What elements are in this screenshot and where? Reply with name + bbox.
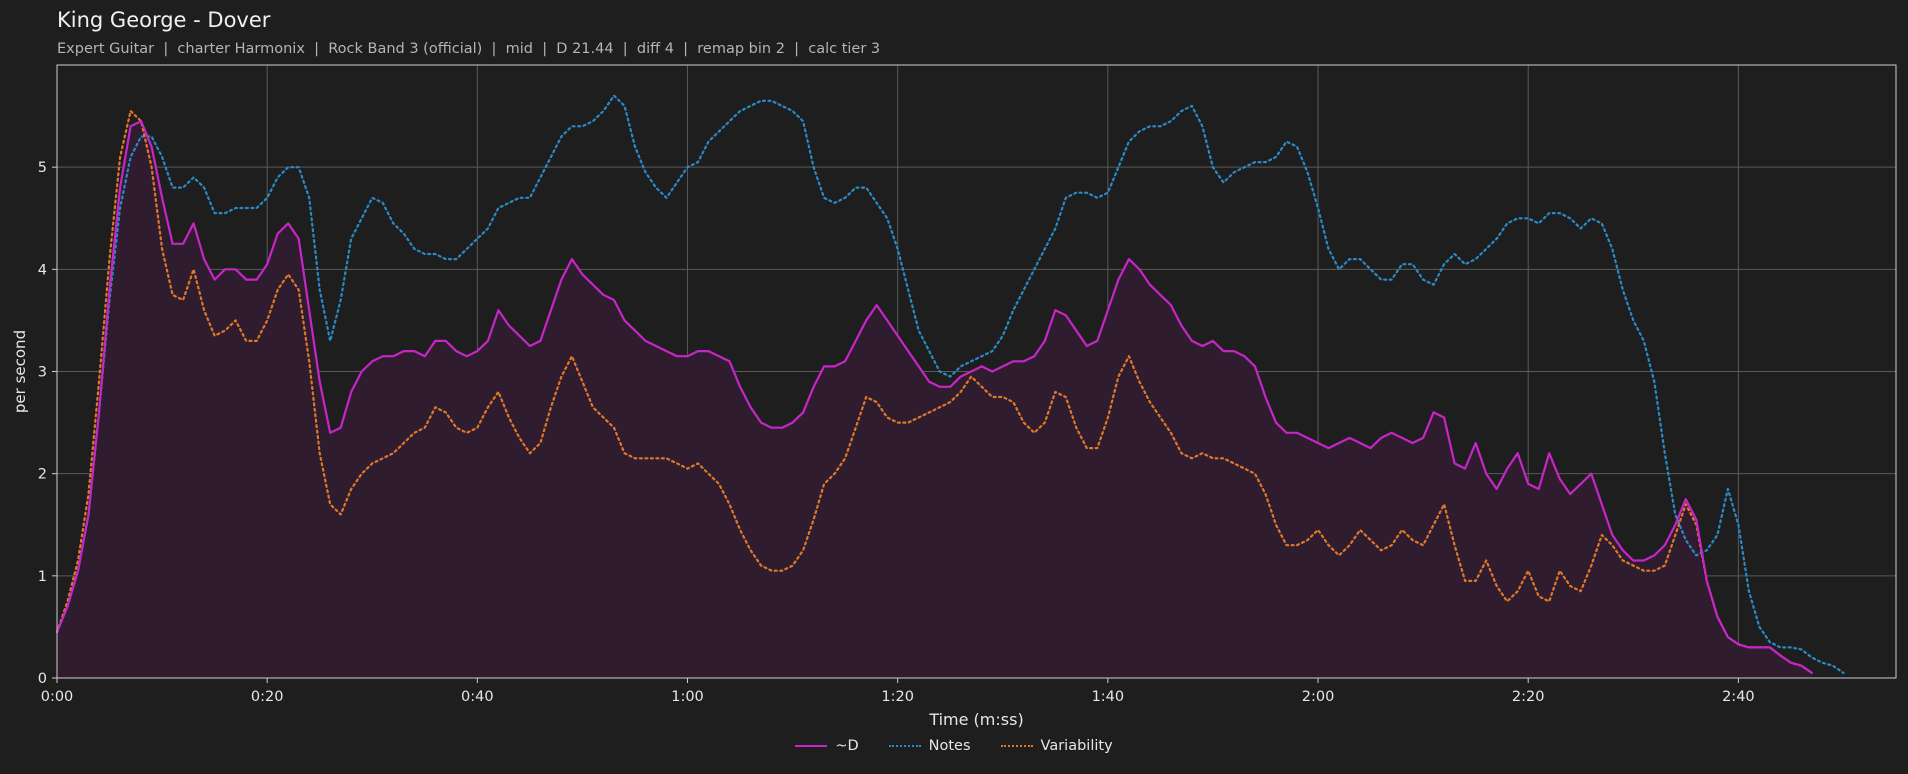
legend-swatch-variability <box>1000 745 1033 747</box>
series-layer <box>55 94 1845 674</box>
fill-layer <box>57 121 1812 678</box>
legend-item-variability: Variability <box>1000 738 1113 754</box>
legend-label-variability: Variability <box>1040 738 1113 754</box>
series-d-area <box>57 121 1812 678</box>
series-notes-line <box>55 94 1845 674</box>
y-axis-label: per second <box>11 330 29 413</box>
y-tick-label: 2 <box>38 467 47 483</box>
y-tick-label: 5 <box>38 160 47 176</box>
axis-layer: 0:00 0:20 0:40 1:00 1:20 1:40 2:00 2:20 2:40 0 1 2 3… <box>38 160 1755 705</box>
chart-title: King George - Dover <box>57 8 271 32</box>
legend-item-notes: Notes <box>888 738 971 754</box>
y-tick-label: 4 <box>38 262 47 278</box>
series-variability-line <box>55 109 1813 674</box>
series-d-line <box>55 120 1813 674</box>
x-tick-label: 0:20 <box>251 689 284 705</box>
x-tick-label: 1:20 <box>881 689 914 705</box>
legend-swatch-d <box>795 745 828 747</box>
legend-label-notes: Notes <box>928 738 971 754</box>
x-axis-label: Time (m:ss) <box>928 710 1023 729</box>
x-tick-label: 0:40 <box>461 689 494 705</box>
x-tick-label: 2:00 <box>1302 689 1335 705</box>
legend: ~D Notes Variability <box>0 738 1908 754</box>
legend-swatch-notes <box>888 745 921 747</box>
x-tick-label: 0:00 <box>41 689 74 705</box>
legend-item-d: ~D <box>795 738 859 754</box>
x-tick-label: 1:00 <box>671 689 704 705</box>
y-tick-label: 0 <box>38 671 47 687</box>
legend-label-d: ~D <box>835 738 859 754</box>
y-tick-label: 1 <box>38 569 47 585</box>
x-tick-label: 2:40 <box>1722 689 1755 705</box>
x-tick-label: 1:40 <box>1092 689 1125 705</box>
chart-subtitle: Expert Guitar | charter Harmonix | Rock … <box>57 41 881 57</box>
x-tick-label: 2:20 <box>1512 689 1545 705</box>
y-tick-label: 3 <box>38 365 47 381</box>
